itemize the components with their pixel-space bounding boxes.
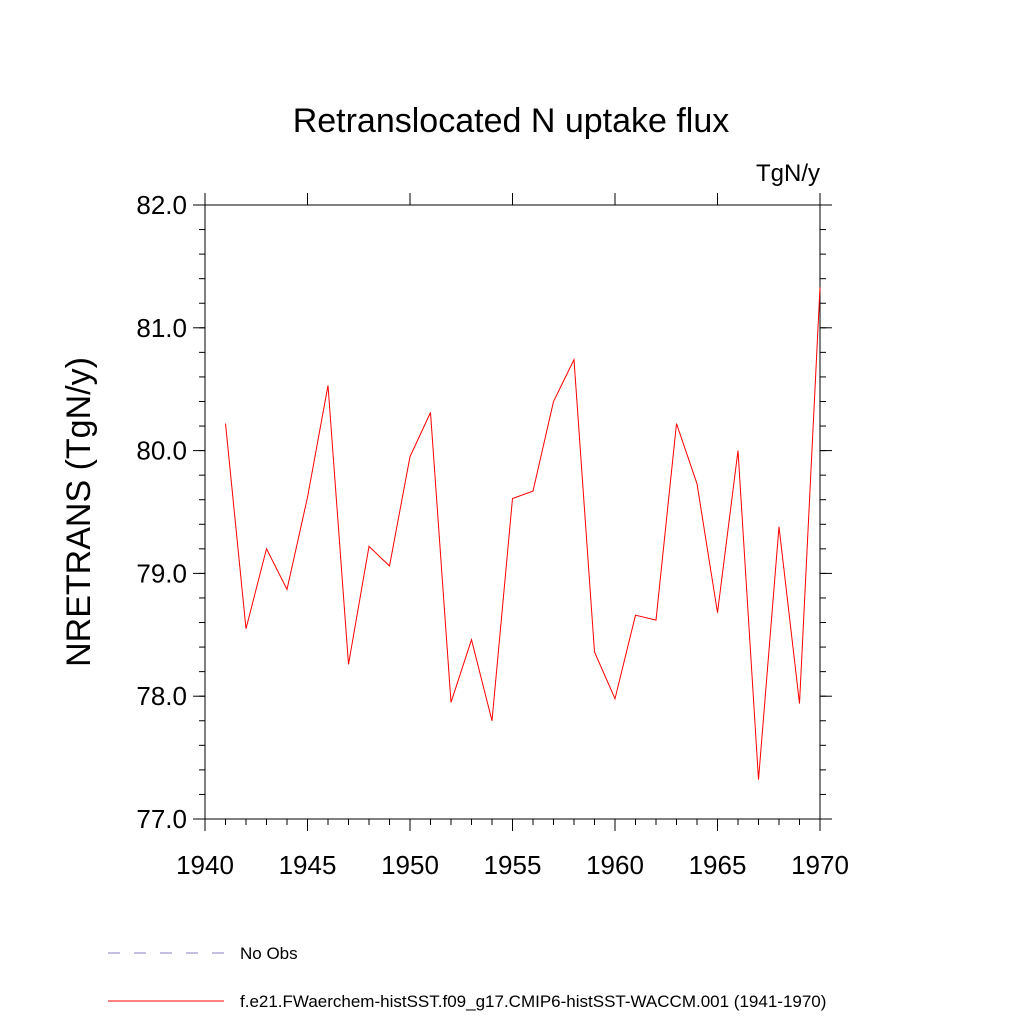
plot-frame xyxy=(204,204,821,820)
y-axis: 77.0 78.0 79.0 80.0 81.0 82.0 xyxy=(136,190,832,834)
y-tick-label: 80.0 xyxy=(136,436,187,466)
units-label: TgN/y xyxy=(756,160,820,187)
x-axis: 1940 1945 1950 1955 1960 1965 1970 xyxy=(176,193,849,880)
x-tick-label: 1945 xyxy=(279,850,337,880)
x-tick-label: 1950 xyxy=(381,850,439,880)
series-layer xyxy=(225,287,821,780)
y-tick-label: 81.0 xyxy=(136,313,187,343)
legend-label-no-obs: No Obs xyxy=(240,944,298,963)
x-tick-label: 1970 xyxy=(791,850,849,880)
legend-label-model: f.e21.FWaerchem-histSST.f09_g17.CMIP6-hi… xyxy=(240,992,826,1011)
y-tick-label: 79.0 xyxy=(136,558,187,588)
x-tick-label: 1960 xyxy=(586,850,644,880)
series-line xyxy=(225,287,821,780)
y-tick-label: 78.0 xyxy=(136,681,187,711)
x-tick-label: 1940 xyxy=(176,850,234,880)
y-tick-label: 77.0 xyxy=(136,804,187,834)
legend: No Obs f.e21.FWaerchem-histSST.f09_g17.C… xyxy=(108,944,826,1011)
x-tick-label: 1965 xyxy=(689,850,747,880)
x-tick-label: 1955 xyxy=(484,850,542,880)
chart-title: Retranslocated N uptake flux xyxy=(293,102,730,140)
y-tick-label: 82.0 xyxy=(136,190,187,220)
y-axis-label: NRETRANS (TgN/y) xyxy=(60,357,98,667)
